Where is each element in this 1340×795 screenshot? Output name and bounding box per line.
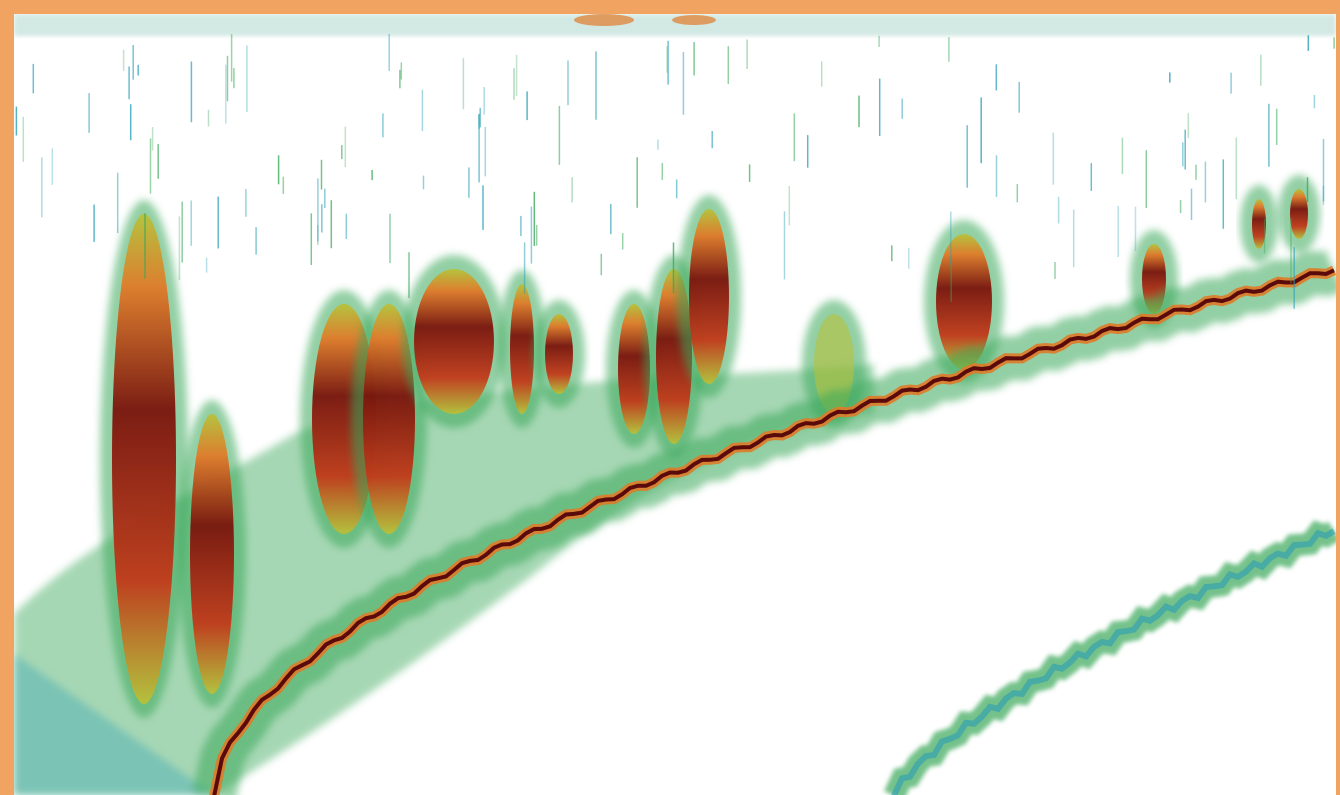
echogram-canvas	[14, 14, 1336, 795]
fish-school-echo	[618, 304, 650, 434]
fish-school-echoes	[100, 175, 1320, 718]
surface-noise	[14, 14, 1336, 36]
fish-school-echo	[545, 314, 573, 394]
seabed-line	[192, 250, 1336, 795]
fish-school-echo	[1252, 199, 1266, 249]
fish-school-echo	[190, 414, 234, 694]
noise-streaks	[15, 34, 1335, 309]
fish-school-echo	[814, 314, 854, 414]
fish-school-echo	[510, 284, 534, 414]
fish-school-echo	[1290, 189, 1308, 239]
fish-school-echo	[414, 269, 494, 414]
fish-school-echo	[689, 209, 729, 384]
fish-school-echo	[363, 304, 415, 534]
second-echo-line	[884, 520, 1336, 795]
fish-school-echo	[112, 214, 176, 704]
fish-school-echo	[936, 234, 992, 369]
echogram-display	[14, 14, 1336, 795]
